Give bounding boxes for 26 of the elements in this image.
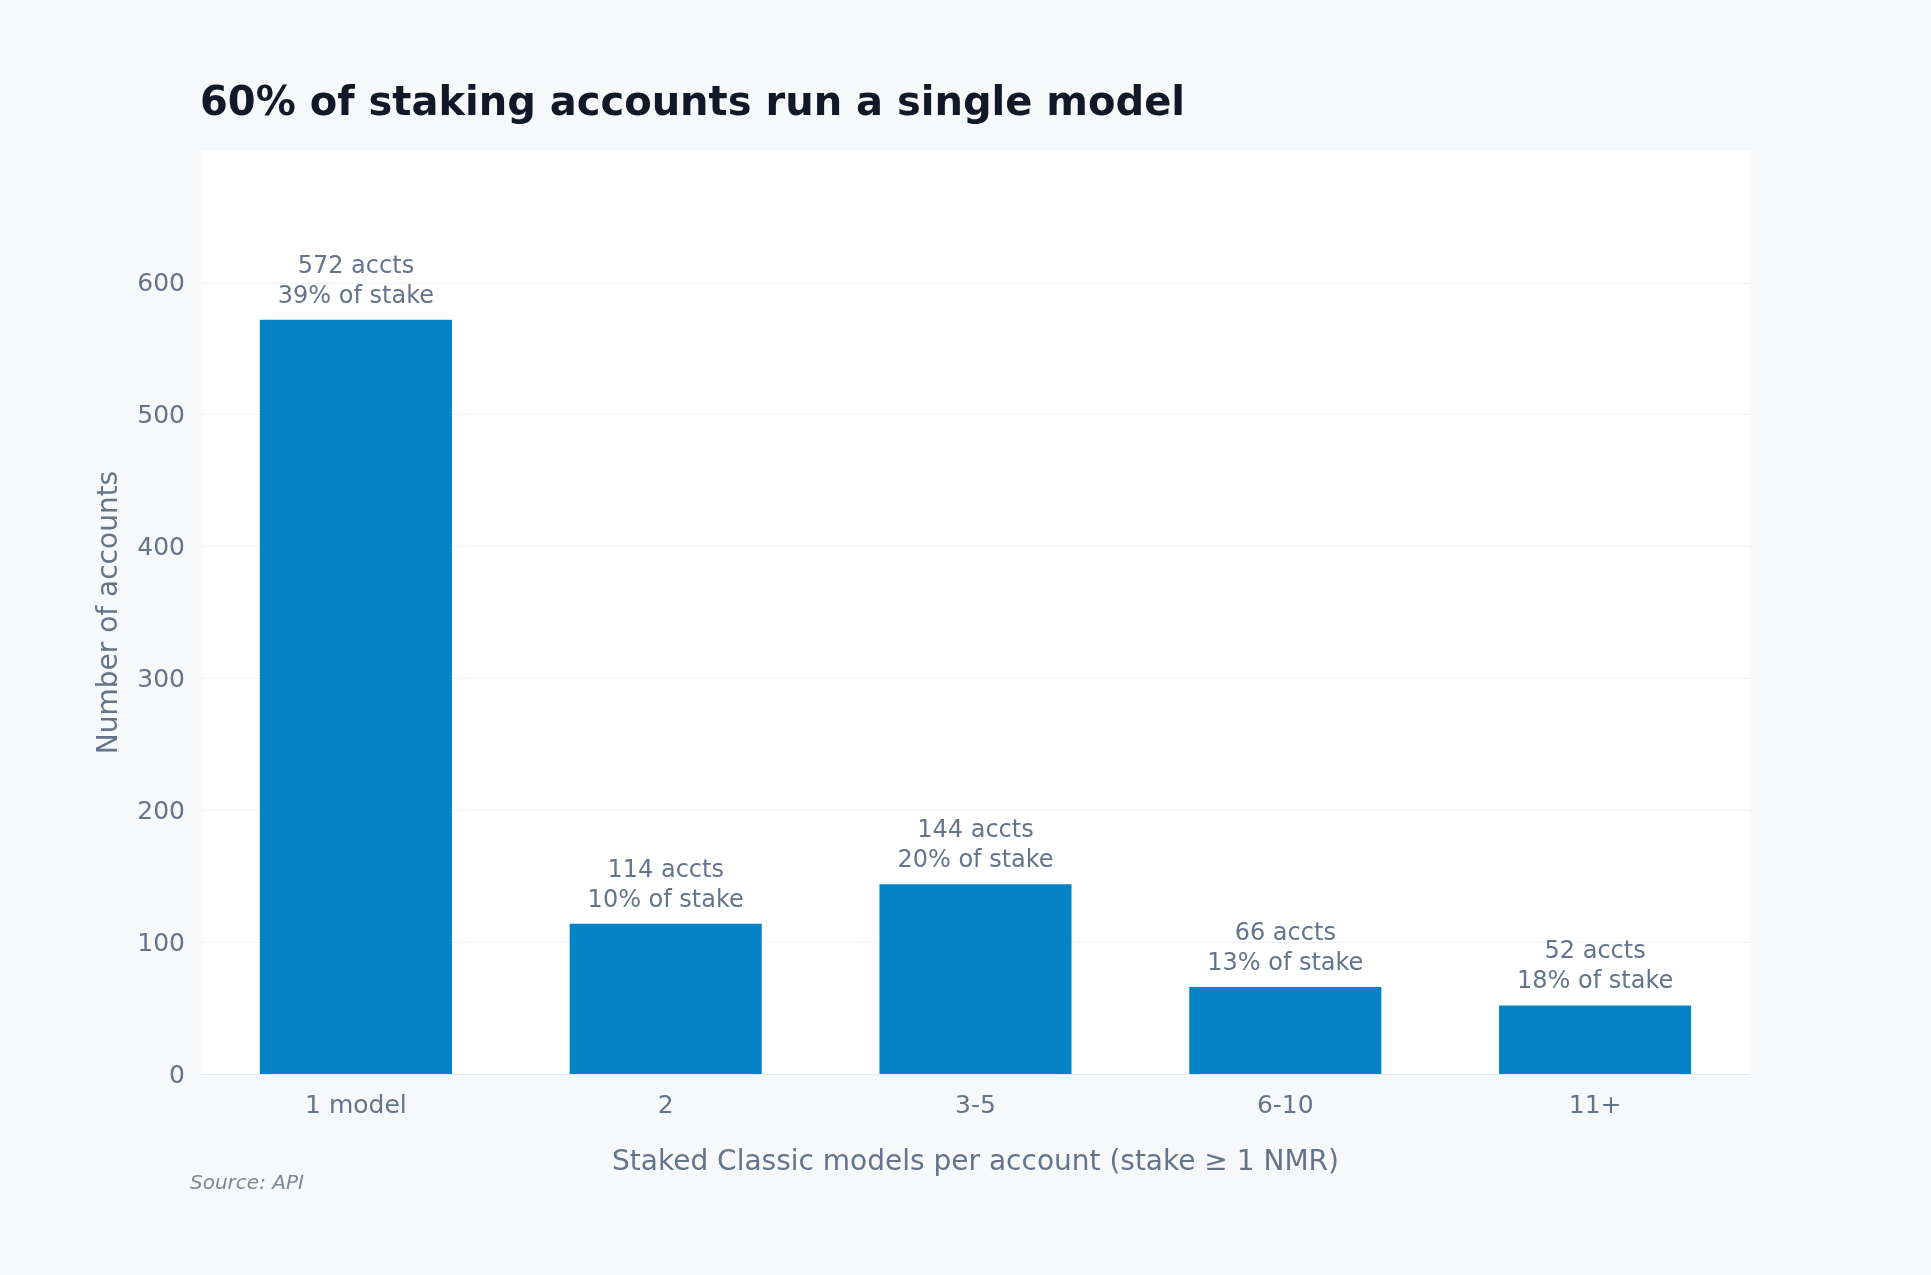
data-label: 66 accts 13% of stake [1207, 917, 1364, 976]
x-tick-label: 2 [657, 1090, 674, 1119]
x-axis-title: Staked Classic models per account (stake ≥ 1 NMR) [612, 1143, 1339, 1177]
bar [259, 319, 452, 1074]
x-tick-label: 11+ [1568, 1090, 1622, 1119]
data-label: 114 accts 10% of stake [587, 854, 744, 913]
y-tick-label: 400 [137, 532, 185, 562]
y-tick-label: 300 [137, 663, 185, 693]
data-label: 52 accts 18% of stake [1517, 936, 1674, 995]
bar [1189, 986, 1382, 1074]
bar [879, 884, 1072, 1074]
x-tick-label: 6-10 [1256, 1090, 1314, 1119]
data-label: 144 accts 20% of stake [897, 815, 1054, 874]
chart-title: 60% of staking accounts run a single model [200, 78, 1185, 124]
y-tick-label: 100 [137, 927, 185, 957]
bar [1499, 1005, 1692, 1074]
x-tick-label: 3-5 [955, 1090, 996, 1119]
y-tick-label: 200 [137, 795, 185, 825]
source-note: Source: API [190, 1170, 304, 1194]
y-axis-title: Number of accounts [90, 470, 124, 755]
x-tick-label: 1 model [305, 1090, 407, 1119]
y-tick-label: 600 [137, 268, 185, 298]
y-tick-label: 500 [137, 400, 185, 430]
data-label: 572 accts 39% of stake [277, 250, 434, 309]
bar [569, 923, 762, 1074]
y-tick-label: 0 [169, 1059, 185, 1089]
